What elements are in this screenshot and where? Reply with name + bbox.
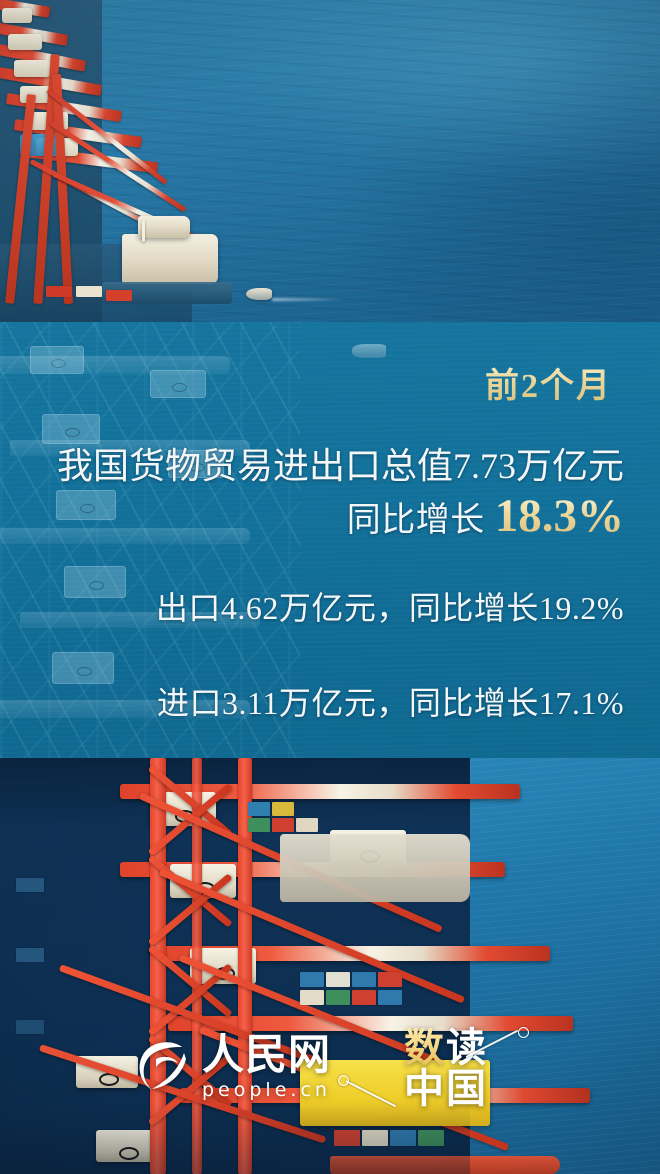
shudu-char-shu: 数 <box>404 1026 444 1070</box>
total-trade-line: 我国货物贸易进出口总值7.73万亿元 <box>56 446 624 486</box>
people-latin: people.cn <box>202 1079 331 1101</box>
panel-ghost-cranes <box>0 322 300 758</box>
period-label: 前2个月 <box>485 358 612 407</box>
export-line: 出口4.62万亿元，同比增长19.2% <box>155 590 624 626</box>
shudu-zhongguo-logo[interactable]: 数 读 中 国 <box>338 1027 554 1120</box>
tug-boat <box>246 288 272 300</box>
growth-label: 同比增长 <box>346 502 485 539</box>
stats-overlay-panel <box>0 322 660 758</box>
growth-line: 同比增长 18.3% <box>347 492 624 541</box>
panel-grain <box>0 322 660 758</box>
shudu-char-guo: 国 <box>446 1066 486 1111</box>
top-port-photo <box>0 0 660 322</box>
boat-wake <box>272 298 344 301</box>
import-line: 进口3.11万亿元，同比增长17.1% <box>157 685 624 721</box>
top-crane-cluster <box>0 0 244 322</box>
bottom-port-photo <box>0 758 660 1174</box>
shudu-char-du: 读 <box>446 1026 486 1070</box>
people-cn-logo[interactable]: 人民网 people.cn <box>132 1034 331 1101</box>
growth-value: 18.3% <box>494 490 624 542</box>
shudu-char-zhong: 中 <box>404 1066 444 1111</box>
shudu-chars: 数 读 中 国 <box>404 1028 486 1110</box>
people-swirl-icon <box>132 1037 194 1099</box>
people-hanzi: 人民网 <box>202 1031 332 1078</box>
panel-patrol-boat <box>352 344 386 358</box>
